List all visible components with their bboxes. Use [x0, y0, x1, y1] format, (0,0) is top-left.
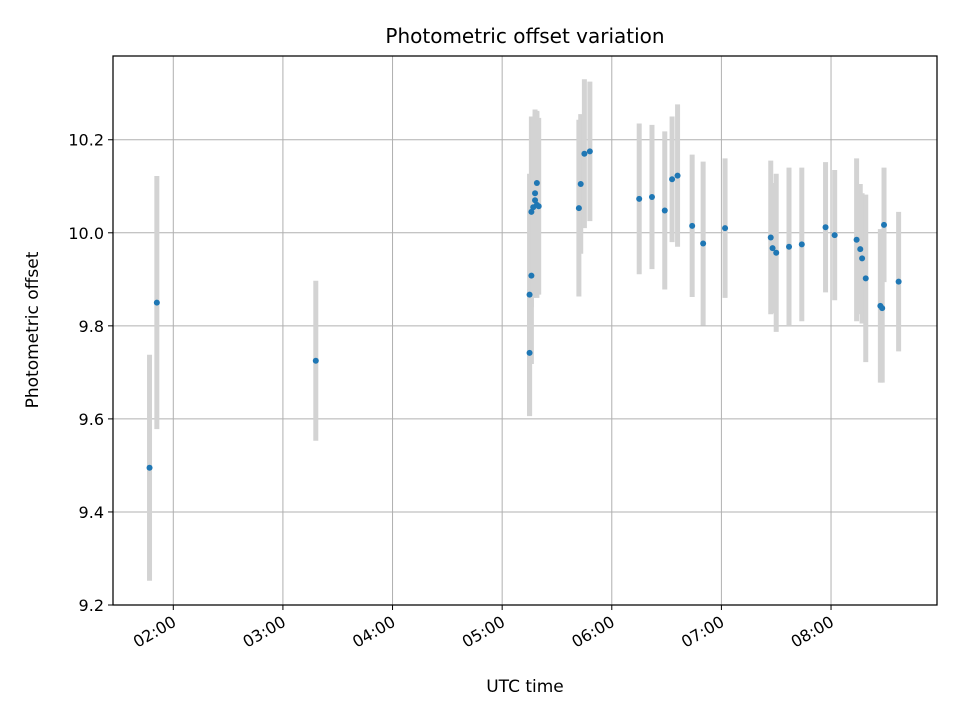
x-axis-label: UTC time [486, 677, 564, 697]
data-point [535, 203, 542, 210]
data-point [895, 278, 902, 285]
data-point [674, 172, 681, 179]
data-point [853, 236, 860, 243]
data-point [575, 205, 582, 212]
data-point [661, 207, 668, 214]
data-point [769, 245, 776, 252]
data-point [153, 299, 160, 306]
data-point [581, 150, 588, 157]
data-point [862, 275, 869, 282]
y-axis-ticks: 9.2 9.4 9.6 9.8 10.0 10.2 [68, 131, 113, 615]
y-tick-label: 9.6 [79, 410, 104, 429]
data-point [773, 249, 780, 256]
data-point [577, 180, 584, 187]
plot-frame [112, 55, 938, 606]
data-point [312, 357, 319, 364]
data-point [879, 305, 886, 312]
y-axis-label: Photometric offset [23, 251, 43, 408]
data-point [857, 246, 864, 253]
data-point [146, 464, 153, 471]
data-point [881, 221, 888, 228]
data-point [700, 240, 707, 247]
data-point [528, 208, 535, 215]
y-tick-label: 9.4 [79, 503, 104, 522]
data-point [798, 241, 805, 248]
data-point [586, 148, 593, 155]
data-point [526, 349, 533, 356]
data-point [859, 255, 866, 262]
data-point [532, 190, 539, 197]
data-point [532, 197, 539, 204]
y-tick-label: 9.2 [79, 596, 104, 615]
data-point [831, 232, 838, 239]
chart-title: Photometric offset variation [385, 24, 664, 48]
y-tick-label: 10.0 [68, 224, 104, 243]
data-point [526, 291, 533, 298]
data-point [786, 243, 793, 250]
data-point [722, 225, 729, 232]
data-point [528, 272, 535, 279]
data-point [533, 180, 540, 187]
data-point [669, 176, 676, 183]
data-point [636, 195, 643, 202]
data-point [689, 222, 696, 229]
data-point [822, 224, 829, 231]
y-tick-label: 10.2 [68, 131, 104, 150]
y-tick-label: 9.8 [79, 317, 104, 336]
grid [113, 56, 937, 606]
data-points [146, 148, 902, 471]
data-point [767, 234, 774, 241]
data-point [648, 193, 655, 200]
